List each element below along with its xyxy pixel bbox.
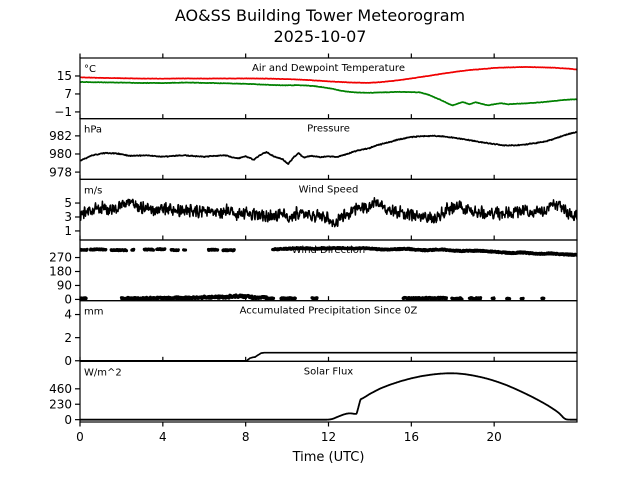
svg-text:12: 12 bbox=[321, 430, 336, 444]
svg-text:Wind Direction: Wind Direction bbox=[292, 245, 366, 256]
x-axis: 0 4 8 12 16 20 bbox=[76, 422, 502, 444]
svg-text:Air and Dewpoint Temperature: Air and Dewpoint Temperature bbox=[252, 63, 405, 74]
svg-text:230: 230 bbox=[49, 397, 72, 411]
wind-direction-north-band bbox=[80, 293, 546, 301]
panel-4: Accumulated Precipitation Since 0Z mm 4 2 0 bbox=[64, 296, 578, 368]
svg-text:1: 1 bbox=[64, 224, 72, 238]
wind-direction-northwest-band bbox=[80, 246, 577, 257]
figure-title: AO&SS Building Tower Meteorogram bbox=[174, 6, 466, 25]
svg-text:20: 20 bbox=[487, 430, 502, 444]
panel-0: Air and Dewpoint Temperature °C 15 7 −1 bbox=[54, 53, 578, 120]
svg-text:3: 3 bbox=[64, 210, 72, 224]
svg-text:0: 0 bbox=[64, 413, 72, 427]
svg-text:16: 16 bbox=[404, 430, 419, 444]
svg-text:8: 8 bbox=[242, 430, 250, 444]
svg-text:W/m^2: W/m^2 bbox=[84, 367, 122, 378]
panel-1: Pressure hPa 982 980 978 bbox=[49, 114, 578, 180]
svg-text:7: 7 bbox=[64, 87, 72, 101]
svg-text:hPa: hPa bbox=[84, 125, 102, 136]
svg-text:mm: mm bbox=[84, 307, 103, 318]
station-pressure bbox=[80, 131, 577, 165]
svg-text:982: 982 bbox=[49, 129, 72, 143]
svg-text:°C: °C bbox=[84, 64, 96, 75]
svg-text:0: 0 bbox=[64, 293, 72, 307]
svg-text:980: 980 bbox=[49, 147, 72, 161]
solar-flux bbox=[80, 372, 577, 421]
svg-text:Wind Speed: Wind Speed bbox=[299, 184, 359, 195]
dewpoint-temperature bbox=[80, 81, 577, 107]
svg-text:2: 2 bbox=[64, 331, 72, 345]
svg-text:Pressure: Pressure bbox=[307, 124, 350, 135]
x-axis-label: Time (UTC) bbox=[292, 450, 365, 465]
svg-text:Accumulated Precipitation Sinc: Accumulated Precipitation Since 0Z bbox=[240, 306, 418, 317]
figure-date: 2025-10-07 bbox=[273, 27, 367, 46]
svg-text:m/s: m/s bbox=[84, 185, 102, 196]
svg-text:15: 15 bbox=[57, 69, 72, 83]
air-temperature bbox=[80, 66, 577, 84]
svg-text:4: 4 bbox=[64, 308, 72, 322]
svg-text:460: 460 bbox=[49, 382, 72, 396]
panel-2: Wind Speed m/s 531 bbox=[64, 174, 578, 241]
svg-text:4: 4 bbox=[159, 430, 167, 444]
svg-text:5: 5 bbox=[64, 196, 72, 210]
svg-text:180: 180 bbox=[49, 265, 72, 279]
wind-speed bbox=[80, 197, 577, 228]
svg-text:270: 270 bbox=[49, 251, 72, 265]
svg-text:0: 0 bbox=[76, 430, 84, 444]
svg-text:−1: −1 bbox=[54, 105, 72, 119]
svg-text:Solar Flux: Solar Flux bbox=[304, 366, 354, 377]
svg-text:978: 978 bbox=[49, 165, 72, 179]
svg-text:0: 0 bbox=[64, 354, 72, 368]
svg-text:90: 90 bbox=[57, 279, 72, 293]
